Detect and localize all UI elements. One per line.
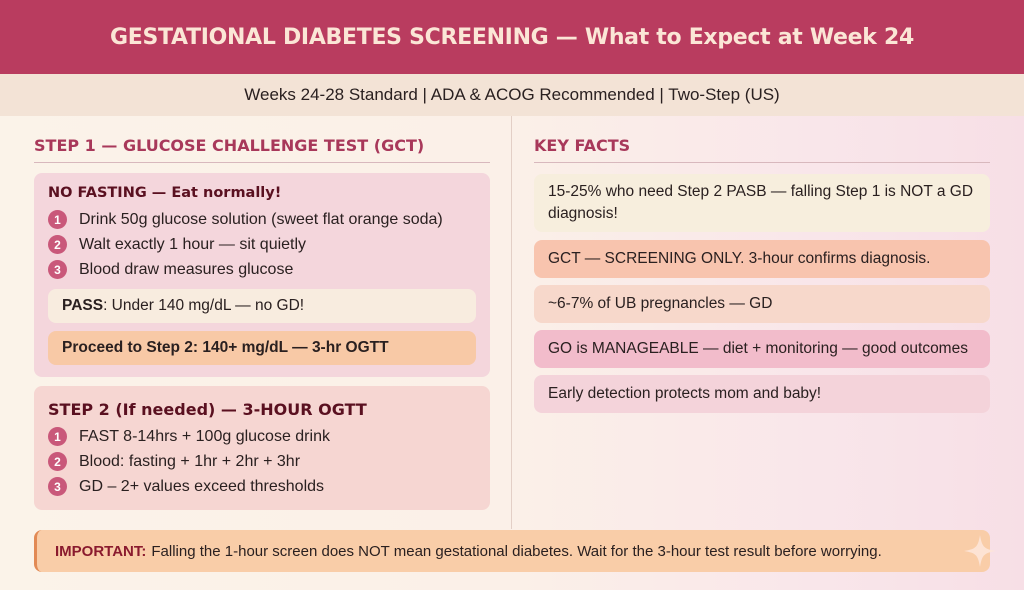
step-text: GD – 2+ values exceed thresholds <box>79 477 325 495</box>
step-text: Blood draw measures glucose <box>79 260 294 278</box>
fact-item: GCT — SCREENING ONLY. 3-hour confirms di… <box>534 240 990 278</box>
pass-label: PASS <box>62 297 104 314</box>
number-badge-icon: 2 <box>48 235 67 254</box>
column-divider <box>511 116 512 529</box>
important-text: Falling the 1-hour screen does NOT mean … <box>151 542 882 560</box>
important-banner: IMPORTANT: Falling the 1-hour screen doe… <box>34 530 990 572</box>
proceed-text: Proceed to Step 2: 140+ mg/dL — 3-hr OGT… <box>62 339 389 356</box>
fact-item: Early detection protects mom and baby! <box>534 375 990 413</box>
important-label: IMPORTANT: <box>55 542 147 560</box>
step-text: FAST 8-14hrs + 100g glucose drink <box>79 427 330 445</box>
number-badge-icon: 1 <box>48 427 67 446</box>
pass-box: PASS : Under 140 mg/dL — no GD! <box>48 289 476 323</box>
step2-card: STEP 2 (If needed) — 3-HOUR OGTT 1 FAST … <box>34 386 490 510</box>
step1-section-title: STEP 1 — GLUCOSE CHALLENGE TEST (GCT) <box>34 136 425 155</box>
step1-item: 1 Drink 50g glucose solution (sweet flat… <box>48 207 443 232</box>
fact-text: GCT — SCREENING ONLY. 3-hour confirms di… <box>548 250 931 267</box>
step2-item: 3 GD – 2+ values exceed thresholds <box>48 474 330 499</box>
step-text: Walt exactly 1 hour — sit quietly <box>79 235 307 253</box>
step2-list: 1 FAST 8-14hrs + 100g glucose drink 2 Bl… <box>48 424 330 499</box>
proceed-box: Proceed to Step 2: 140+ mg/dL — 3-hr OGT… <box>48 331 476 365</box>
sparkle-icon <box>964 535 996 567</box>
number-badge-icon: 3 <box>48 260 67 279</box>
fact-text: GO is MANAGEABLE — diet + monitoring — g… <box>548 340 968 357</box>
fact-item: ~6-7% of UB pregnancles — GD <box>534 285 990 323</box>
step1-item: 2 Walt exactly 1 hour — sit quietly <box>48 232 443 257</box>
step1-rule <box>34 162 490 163</box>
number-badge-icon: 1 <box>48 210 67 229</box>
step1-list: 1 Drink 50g glucose solution (sweet flat… <box>48 207 443 282</box>
step2-item: 1 FAST 8-14hrs + 100g glucose drink <box>48 424 330 449</box>
page-title: GESTATIONAL DIABETES SCREENING — What to… <box>110 24 914 50</box>
step1-item: 3 Blood draw measures glucose <box>48 257 443 282</box>
key-facts-title: KEY FACTS <box>534 136 631 155</box>
number-badge-icon: 3 <box>48 477 67 496</box>
step1-card-title: NO FASTING — Eat normally! <box>48 185 282 201</box>
step-text: Blood: fasting + 1hr + 2hr + 3hr <box>79 452 301 470</box>
step2-card-title: STEP 2 (If needed) — 3-HOUR OGTT <box>48 400 367 419</box>
step1-card: NO FASTING — Eat normally! 1 Drink 50g g… <box>34 173 490 377</box>
fact-text: 15-25% who need Step 2 PASB — falling St… <box>548 183 974 222</box>
subtitle: Weeks 24-28 Standard | ADA & ACOG Recomm… <box>244 85 780 104</box>
step-text: Drink 50g glucose solution (sweet flat o… <box>79 210 443 228</box>
pass-text: : Under 140 mg/dL — no GD! <box>103 297 305 314</box>
key-facts-rule <box>534 162 990 163</box>
fact-item: 15-25% who need Step 2 PASB — falling St… <box>534 174 990 232</box>
fact-text: Early detection protects mom and baby! <box>548 385 822 402</box>
subtitle-bar: Weeks 24-28 Standard | ADA & ACOG Recomm… <box>0 74 1024 116</box>
fact-text: ~6-7% of UB pregnancles — GD <box>548 295 773 312</box>
fact-item: GO is MANAGEABLE — diet + monitoring — g… <box>534 330 990 368</box>
number-badge-icon: 2 <box>48 452 67 471</box>
header-banner: GESTATIONAL DIABETES SCREENING — What to… <box>0 0 1024 74</box>
step2-item: 2 Blood: fasting + 1hr + 2hr + 3hr <box>48 449 330 474</box>
